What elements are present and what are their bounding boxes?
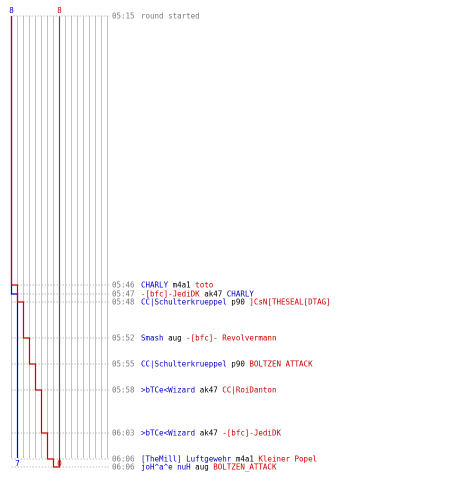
event-time: 05:46 <box>112 281 135 290</box>
victim-name: Kleiner Popel <box>254 455 317 464</box>
blue-end-score: 7 <box>15 459 20 468</box>
event-row: 05:48 CC|Schulterkrueppel p90 ]CsN[THESEA… <box>112 298 331 307</box>
event-time: 05:52 <box>112 334 135 343</box>
event-text: round started <box>141 12 200 21</box>
event-row: 05:15 round started <box>112 12 200 21</box>
event-time: 06:06 <box>112 455 135 464</box>
blue-start-score: 8 <box>9 6 14 15</box>
event-time: 05:58 <box>112 386 135 395</box>
victim-name: -[bfc]- Revolvermann <box>182 334 277 343</box>
victim-name: CHARLY <box>222 290 254 299</box>
killer-name: joH^a^e nuH <box>141 463 191 472</box>
killer-name: CHARLY <box>141 281 169 290</box>
event-connectors <box>11 15 110 468</box>
weapon-name: p90 <box>227 298 246 307</box>
killer-name: CC|Schulterkrueppel <box>141 298 227 307</box>
event-row: 06:06 joH^a^e nuH aug BOLTZEN_ATTACK <box>112 463 277 472</box>
event-row: 06:06 [TheMill] Luftgewehr m4a1 Kleiner P… <box>112 455 317 464</box>
score-lines <box>10 16 61 468</box>
killer-name: [TheMill] Luftgewehr <box>141 455 232 464</box>
red-end-score: 0 <box>57 459 62 468</box>
weapon-name: m4a1 <box>231 455 254 464</box>
weapon-name: p90 <box>227 360 246 369</box>
killer-name: -[bfc]-JediDK <box>141 290 200 299</box>
event-time: 05:47 <box>112 290 135 299</box>
event-row: 05:47 -[bfc]-JediDK ak47 CHARLY <box>112 290 254 299</box>
event-row: 06:03 >bTCe<Wizard ak47 -[bfc]-JediDK <box>112 429 281 438</box>
weapon-name: ak47 <box>195 386 218 395</box>
weapon-name: aug <box>191 463 209 472</box>
victim-name: ]CsN[THESEAL[DTAG] <box>245 298 331 307</box>
event-time: 06:06 <box>112 463 135 472</box>
weapon-name: aug <box>164 334 182 343</box>
victim-name: -[bfc]-JediDK <box>218 429 282 438</box>
victim-name: BOLTZEN_ATTACK <box>209 463 277 472</box>
killer-name: CC|Schulterkrueppel <box>141 360 227 369</box>
event-time: 05:15 <box>112 12 135 21</box>
killer-name: >bTCe<Wizard <box>141 386 195 395</box>
red-start-score: 8 <box>57 6 62 15</box>
killer-name: Smash <box>141 334 164 343</box>
red-team-score-line <box>10 16 61 468</box>
victim-name: CC|RoiDanton <box>218 386 277 395</box>
killer-name: >bTCe<Wizard <box>141 429 195 438</box>
event-row: 05:46 CHARLY m4a1 toto <box>112 281 214 290</box>
event-time: 06:03 <box>112 429 135 438</box>
victim-name: BOLTZEN ATTACK <box>245 360 313 369</box>
weapon-name: ak47 <box>200 290 223 299</box>
weapon-name: ak47 <box>195 429 218 438</box>
event-time: 05:55 <box>112 360 135 369</box>
weapon-name: m4a1 <box>168 281 191 290</box>
player-grid <box>11 16 108 458</box>
event-row: 05:58 >bTCe<Wizard ak47 CC|RoiDanton <box>112 386 276 395</box>
victim-name: toto <box>191 281 214 290</box>
event-row: 05:55 CC|Schulterkrueppel p90 BOLTZEN ATT… <box>112 360 313 369</box>
blue-team-score-line <box>10 16 19 458</box>
event-time: 05:48 <box>112 298 135 307</box>
event-row: 05:52 Smash aug -[bfc]- Revolvermann <box>112 334 276 343</box>
